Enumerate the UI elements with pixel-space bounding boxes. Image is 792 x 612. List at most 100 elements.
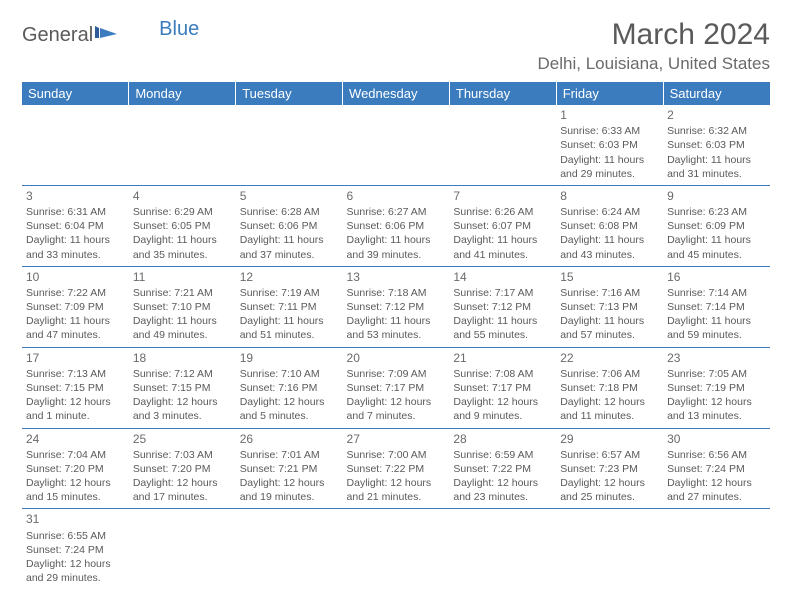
daylight-line: and 17 minutes.	[133, 490, 232, 504]
day-number: 30	[667, 431, 766, 447]
daylight-line: Daylight: 11 hours	[26, 314, 125, 328]
daylight-line: and 39 minutes.	[347, 248, 446, 262]
calendar-cell-empty	[129, 509, 236, 589]
day-number: 4	[133, 188, 232, 204]
calendar-cell-empty	[236, 105, 343, 185]
calendar-cell: 19Sunrise: 7:10 AMSunset: 7:16 PMDayligh…	[236, 347, 343, 428]
daylight-line: and 45 minutes.	[667, 248, 766, 262]
sunrise-line: Sunrise: 6:31 AM	[26, 205, 125, 219]
calendar-cell: 26Sunrise: 7:01 AMSunset: 7:21 PMDayligh…	[236, 428, 343, 509]
day-number: 12	[240, 269, 339, 285]
daylight-line: and 43 minutes.	[560, 248, 659, 262]
daylight-line: and 13 minutes.	[667, 409, 766, 423]
daylight-line: and 25 minutes.	[560, 490, 659, 504]
calendar-cell-empty	[449, 105, 556, 185]
daylight-line: and 11 minutes.	[560, 409, 659, 423]
weekday-header-row: SundayMondayTuesdayWednesdayThursdayFrid…	[22, 82, 770, 105]
sunrise-line: Sunrise: 7:18 AM	[347, 286, 446, 300]
calendar-cell-empty	[663, 509, 770, 589]
daylight-line: Daylight: 12 hours	[560, 476, 659, 490]
calendar-cell: 2Sunrise: 6:32 AMSunset: 6:03 PMDaylight…	[663, 105, 770, 185]
daylight-line: Daylight: 12 hours	[347, 395, 446, 409]
sunset-line: Sunset: 7:11 PM	[240, 300, 339, 314]
daylight-line: and 9 minutes.	[453, 409, 552, 423]
sunrise-line: Sunrise: 6:27 AM	[347, 205, 446, 219]
daylight-line: and 27 minutes.	[667, 490, 766, 504]
daylight-line: and 53 minutes.	[347, 328, 446, 342]
day-number: 19	[240, 350, 339, 366]
daylight-line: Daylight: 12 hours	[347, 476, 446, 490]
sunrise-line: Sunrise: 7:04 AM	[26, 448, 125, 462]
calendar-cell: 1Sunrise: 6:33 AMSunset: 6:03 PMDaylight…	[556, 105, 663, 185]
sunset-line: Sunset: 7:24 PM	[667, 462, 766, 476]
day-number: 26	[240, 431, 339, 447]
daylight-line: Daylight: 11 hours	[453, 314, 552, 328]
day-number: 27	[347, 431, 446, 447]
calendar-cell: 27Sunrise: 7:00 AMSunset: 7:22 PMDayligh…	[343, 428, 450, 509]
sunrise-line: Sunrise: 7:08 AM	[453, 367, 552, 381]
sunset-line: Sunset: 7:23 PM	[560, 462, 659, 476]
header: General Blue March 2024 Delhi, Louisiana…	[22, 18, 770, 74]
daylight-line: and 57 minutes.	[560, 328, 659, 342]
sunset-line: Sunset: 6:04 PM	[26, 219, 125, 233]
daylight-line: Daylight: 11 hours	[133, 233, 232, 247]
day-number: 1	[560, 107, 659, 123]
daylight-line: and 15 minutes.	[26, 490, 125, 504]
sunset-line: Sunset: 7:21 PM	[240, 462, 339, 476]
daylight-line: Daylight: 11 hours	[347, 314, 446, 328]
sunset-line: Sunset: 6:06 PM	[347, 219, 446, 233]
calendar-cell-empty	[129, 105, 236, 185]
calendar-cell: 24Sunrise: 7:04 AMSunset: 7:20 PMDayligh…	[22, 428, 129, 509]
calendar-table: SundayMondayTuesdayWednesdayThursdayFrid…	[22, 82, 770, 589]
day-number: 20	[347, 350, 446, 366]
sunrise-line: Sunrise: 7:01 AM	[240, 448, 339, 462]
logo-text-blue: Blue	[159, 18, 199, 41]
sunrise-line: Sunrise: 6:59 AM	[453, 448, 552, 462]
calendar-cell: 21Sunrise: 7:08 AMSunset: 7:17 PMDayligh…	[449, 347, 556, 428]
daylight-line: Daylight: 12 hours	[240, 395, 339, 409]
day-number: 9	[667, 188, 766, 204]
sunrise-line: Sunrise: 6:28 AM	[240, 205, 339, 219]
daylight-line: Daylight: 12 hours	[453, 395, 552, 409]
daylight-line: Daylight: 11 hours	[26, 233, 125, 247]
calendar-cell: 6Sunrise: 6:27 AMSunset: 6:06 PMDaylight…	[343, 185, 450, 266]
sunset-line: Sunset: 6:03 PM	[667, 138, 766, 152]
sunset-line: Sunset: 6:06 PM	[240, 219, 339, 233]
daylight-line: Daylight: 12 hours	[240, 476, 339, 490]
calendar-row: 17Sunrise: 7:13 AMSunset: 7:15 PMDayligh…	[22, 347, 770, 428]
day-number: 11	[133, 269, 232, 285]
day-number: 17	[26, 350, 125, 366]
calendar-cell: 23Sunrise: 7:05 AMSunset: 7:19 PMDayligh…	[663, 347, 770, 428]
weekday-header: Saturday	[663, 82, 770, 105]
sunset-line: Sunset: 6:05 PM	[133, 219, 232, 233]
sunrise-line: Sunrise: 6:32 AM	[667, 124, 766, 138]
sunrise-line: Sunrise: 6:29 AM	[133, 205, 232, 219]
day-number: 13	[347, 269, 446, 285]
day-number: 24	[26, 431, 125, 447]
calendar-cell-empty	[343, 105, 450, 185]
weekday-header: Monday	[129, 82, 236, 105]
calendar-cell-empty	[236, 509, 343, 589]
sunset-line: Sunset: 6:03 PM	[560, 138, 659, 152]
daylight-line: and 29 minutes.	[26, 571, 125, 585]
daylight-line: Daylight: 11 hours	[667, 153, 766, 167]
calendar-cell: 16Sunrise: 7:14 AMSunset: 7:14 PMDayligh…	[663, 266, 770, 347]
weekday-header: Sunday	[22, 82, 129, 105]
logo: General Blue	[22, 24, 199, 47]
sunrise-line: Sunrise: 7:14 AM	[667, 286, 766, 300]
logo-text-general: General	[22, 24, 93, 47]
daylight-line: and 29 minutes.	[560, 167, 659, 181]
day-number: 2	[667, 107, 766, 123]
day-number: 16	[667, 269, 766, 285]
calendar-cell: 15Sunrise: 7:16 AMSunset: 7:13 PMDayligh…	[556, 266, 663, 347]
calendar-cell: 25Sunrise: 7:03 AMSunset: 7:20 PMDayligh…	[129, 428, 236, 509]
calendar-cell: 12Sunrise: 7:19 AMSunset: 7:11 PMDayligh…	[236, 266, 343, 347]
daylight-line: and 3 minutes.	[133, 409, 232, 423]
calendar-cell: 3Sunrise: 6:31 AMSunset: 6:04 PMDaylight…	[22, 185, 129, 266]
day-number: 7	[453, 188, 552, 204]
day-number: 28	[453, 431, 552, 447]
daylight-line: Daylight: 12 hours	[26, 476, 125, 490]
daylight-line: and 23 minutes.	[453, 490, 552, 504]
daylight-line: and 7 minutes.	[347, 409, 446, 423]
daylight-line: Daylight: 11 hours	[133, 314, 232, 328]
